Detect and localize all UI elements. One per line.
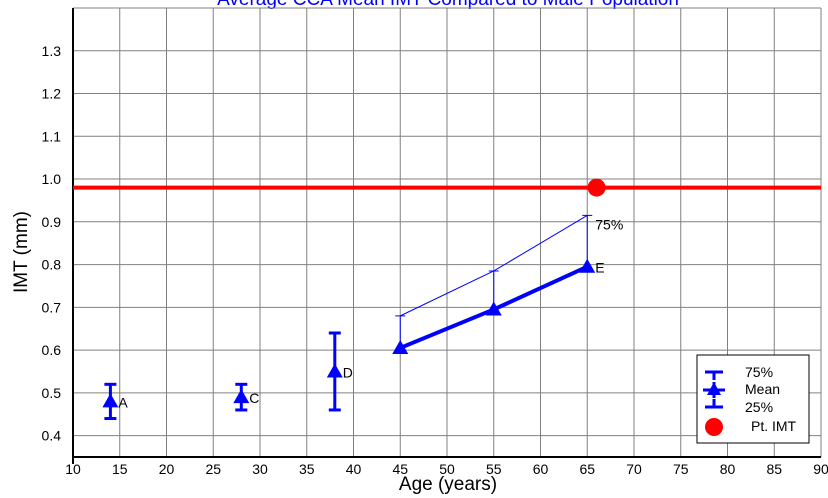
x-tick-label: 25: [205, 461, 221, 477]
y-tick-label: 1.3: [42, 43, 62, 59]
x-tick-label: 85: [766, 461, 782, 477]
mean-marker-5: [579, 258, 596, 273]
chart-title: Average CCA Mean IMT Compared to Male Po…: [217, 0, 679, 10]
y-tick-label: 0.9: [42, 214, 62, 230]
x-tick-label: 30: [252, 461, 268, 477]
x-tick-label: 75: [673, 461, 689, 477]
x-tick-labels: 10 15 20 25 30 35 40 45 50 55 60 65 70 75 80 85 90: [65, 461, 828, 477]
point-label-C: C: [249, 390, 259, 406]
y-tick-label: 0.6: [42, 342, 62, 358]
legend-mean-icon: [703, 382, 725, 398]
x-tick-label: 70: [626, 461, 642, 477]
markers: [102, 258, 596, 408]
mean-marker-4: [485, 301, 502, 316]
grid: [72, 7, 822, 458]
x-tick-label: 35: [299, 461, 315, 477]
x-tick-label: 10: [65, 461, 81, 477]
y-tick-label: 1.0: [42, 171, 62, 187]
point-label-D: D: [343, 364, 353, 380]
legend-pt-imt-icon: [705, 418, 723, 436]
y-tick-label: 0.8: [42, 257, 62, 273]
y-tick-label: 1.2: [42, 86, 62, 102]
legend: 75% Mean 25% Pt. IMT: [696, 354, 810, 444]
legend-75-icon: [705, 370, 723, 380]
legend-25-icon: [705, 399, 723, 409]
mean-marker-1: [233, 389, 250, 404]
legend-label-25: 25%: [745, 399, 773, 415]
x-tick-label: 80: [720, 461, 736, 477]
x-tick-label: 45: [392, 461, 408, 477]
y-axis-title: IMT (mm): [11, 211, 32, 293]
patient-reference: [73, 178, 821, 197]
x-tick-label: 55: [486, 461, 502, 477]
x-tick-label: 90: [813, 461, 828, 477]
error-bars: [104, 214, 593, 421]
y-tick-label: 0.7: [42, 299, 62, 315]
legend-label-mean: Mean: [745, 381, 780, 397]
x-tick-label: 50: [439, 461, 455, 477]
x-tick-label: 40: [346, 461, 362, 477]
point-label-E: E: [595, 260, 604, 276]
x-axis-title: Age (years): [399, 474, 497, 495]
point-label-A: A: [118, 394, 128, 410]
point-labels: A C D E 75%: [118, 216, 623, 410]
y-tick-label: 1.1: [42, 128, 62, 144]
x-tick-label: 60: [533, 461, 549, 477]
x-tick-label: 20: [159, 461, 175, 477]
legend-label-pt-imt: Pt. IMT: [751, 418, 797, 434]
pt-imt-point: [587, 178, 606, 197]
y-tick-labels: 0.4 0.5 0.6 0.7 0.8 0.9 1.0 1.1 1.2 1.3: [42, 43, 62, 444]
axes: [72, 8, 821, 464]
mean-marker-3: [392, 339, 409, 354]
y-tick-label: 0.4: [42, 428, 62, 444]
series-75-end-label: 75%: [595, 216, 623, 232]
mean-marker-0: [102, 393, 119, 408]
x-tick-label: 15: [112, 461, 128, 477]
legend-label-75: 75%: [745, 364, 773, 380]
x-tick-label: 65: [579, 461, 595, 477]
mean-marker-2: [326, 363, 343, 378]
y-tick-label: 0.5: [42, 385, 62, 401]
